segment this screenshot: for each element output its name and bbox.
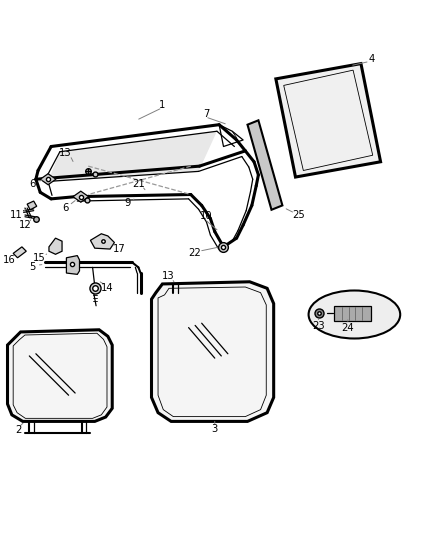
Polygon shape <box>152 282 274 422</box>
Text: 10: 10 <box>200 211 212 221</box>
Text: 6: 6 <box>62 203 69 213</box>
Text: 2: 2 <box>15 425 21 435</box>
Text: 7: 7 <box>203 109 209 119</box>
Polygon shape <box>276 63 381 177</box>
Text: 3: 3 <box>212 424 218 434</box>
Text: 9: 9 <box>124 198 131 208</box>
Text: 16: 16 <box>3 255 15 265</box>
Text: 1: 1 <box>159 100 166 110</box>
Text: 11: 11 <box>10 210 23 220</box>
Polygon shape <box>27 201 37 210</box>
Text: 17: 17 <box>113 244 125 254</box>
Text: 14: 14 <box>101 284 114 293</box>
Polygon shape <box>49 238 62 254</box>
Polygon shape <box>7 330 112 422</box>
Text: 12: 12 <box>18 221 32 230</box>
Text: 6: 6 <box>29 179 35 189</box>
Text: 24: 24 <box>342 322 354 333</box>
Text: 22: 22 <box>188 248 201 259</box>
Polygon shape <box>247 120 283 210</box>
Text: 15: 15 <box>33 253 46 263</box>
Text: 21: 21 <box>132 179 145 189</box>
Text: 23: 23 <box>312 321 325 331</box>
Polygon shape <box>90 234 114 249</box>
Text: 13: 13 <box>59 148 72 158</box>
Polygon shape <box>73 191 88 202</box>
Ellipse shape <box>309 290 400 338</box>
Polygon shape <box>67 256 80 274</box>
Text: 25: 25 <box>292 210 305 220</box>
Text: 4: 4 <box>369 54 375 64</box>
Text: 5: 5 <box>29 262 35 272</box>
FancyBboxPatch shape <box>334 306 371 321</box>
Polygon shape <box>48 131 217 181</box>
Text: 13: 13 <box>162 271 174 281</box>
Polygon shape <box>40 174 56 185</box>
Polygon shape <box>13 247 26 258</box>
